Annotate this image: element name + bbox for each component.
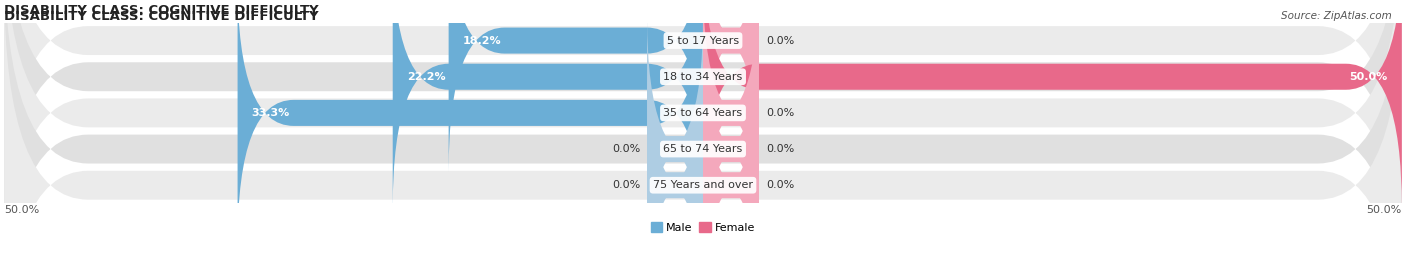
Text: 50.0%: 50.0%: [1367, 205, 1402, 215]
FancyBboxPatch shape: [449, 0, 703, 172]
Text: 35 to 64 Years: 35 to 64 Years: [664, 108, 742, 118]
FancyBboxPatch shape: [703, 17, 759, 269]
Text: 0.0%: 0.0%: [766, 108, 794, 118]
FancyBboxPatch shape: [703, 54, 759, 269]
Text: 0.0%: 0.0%: [766, 36, 794, 45]
Text: 0.0%: 0.0%: [612, 144, 640, 154]
FancyBboxPatch shape: [4, 0, 1402, 243]
FancyBboxPatch shape: [703, 0, 759, 245]
FancyBboxPatch shape: [4, 0, 1402, 269]
FancyBboxPatch shape: [4, 0, 1402, 269]
Text: DISABILITY CLASS: COGNITIVE DIFFICULTY: DISABILITY CLASS: COGNITIVE DIFFICULTY: [4, 9, 319, 23]
Text: 0.0%: 0.0%: [612, 180, 640, 190]
FancyBboxPatch shape: [392, 0, 703, 208]
FancyBboxPatch shape: [647, 17, 703, 269]
Text: 50.0%: 50.0%: [4, 205, 39, 215]
Text: 75 Years and over: 75 Years and over: [652, 180, 754, 190]
FancyBboxPatch shape: [703, 0, 759, 172]
Text: 0.0%: 0.0%: [766, 144, 794, 154]
Text: Source: ZipAtlas.com: Source: ZipAtlas.com: [1281, 11, 1392, 21]
Text: 33.3%: 33.3%: [252, 108, 290, 118]
FancyBboxPatch shape: [647, 54, 703, 269]
FancyBboxPatch shape: [238, 0, 703, 245]
Text: 18.2%: 18.2%: [463, 36, 501, 45]
Text: 22.2%: 22.2%: [406, 72, 446, 82]
Legend: Male, Female: Male, Female: [647, 218, 759, 238]
FancyBboxPatch shape: [703, 0, 1402, 208]
Text: DISABILITY CLASS: COGNITIVE DIFFICULTY: DISABILITY CLASS: COGNITIVE DIFFICULTY: [4, 4, 319, 17]
Text: 0.0%: 0.0%: [766, 180, 794, 190]
Text: 18 to 34 Years: 18 to 34 Years: [664, 72, 742, 82]
FancyBboxPatch shape: [4, 0, 1402, 269]
FancyBboxPatch shape: [4, 0, 1402, 269]
Text: 5 to 17 Years: 5 to 17 Years: [666, 36, 740, 45]
Text: 50.0%: 50.0%: [1350, 72, 1388, 82]
Text: 65 to 74 Years: 65 to 74 Years: [664, 144, 742, 154]
